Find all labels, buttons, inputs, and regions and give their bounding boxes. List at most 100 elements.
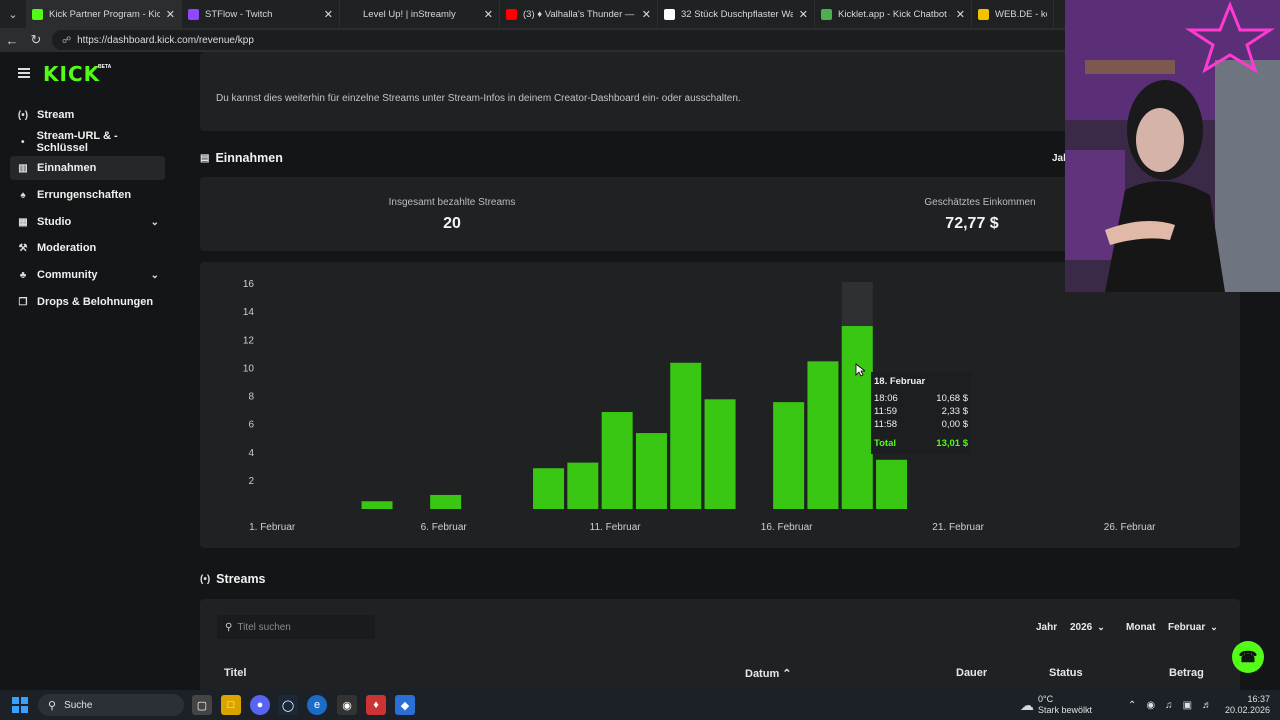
steam-icon[interactable]: ◯ [278, 695, 298, 715]
chart-tooltip: 18. Februar 18:06 10,68 $ 11:59 2,33 $ 1… [871, 372, 971, 454]
browser-tab[interactable]: 32 Stück Duschpflaster Wasserfest ✕ [658, 0, 815, 28]
browser-tab[interactable]: (3) ♦ Valhalla's Thunder — V ✕ [500, 0, 658, 28]
help-chat-button[interactable]: ☎ [1232, 641, 1264, 673]
app-pin-icon[interactable]: ♦ [366, 695, 386, 715]
sidebar-item-moderation[interactable]: ⚒ Moderation [10, 236, 165, 260]
key-icon: • [21, 136, 25, 148]
y-tick-label: 6 [248, 420, 254, 431]
y-tick-label: 2 [248, 476, 254, 487]
year-select[interactable]: 2026 ⌄ [1070, 622, 1105, 633]
x-tick-label: 1. Februar [249, 522, 296, 533]
site-info-icon[interactable]: ☍ [62, 34, 72, 45]
taskbar-search[interactable]: ⚲ Suche [38, 694, 184, 716]
tab-close-icon[interactable]: ✕ [641, 8, 651, 21]
browser-tab[interactable]: Level Up! | inStreamly ✕ [340, 0, 500, 28]
period-selector[interactable]: Jal [1052, 153, 1066, 164]
column-date[interactable]: Datum ⌃ [745, 668, 792, 680]
year-label: Jahr [1036, 622, 1058, 633]
headset-icon: ☎ [1238, 649, 1258, 666]
tab-close-icon[interactable]: ✕ [798, 8, 808, 21]
tab-close-icon[interactable]: ✕ [483, 8, 493, 21]
y-tick-label: 12 [243, 335, 255, 346]
tooltip-total-label: Total [874, 438, 896, 449]
kick-logo[interactable]: KICK [43, 62, 101, 86]
chart-bar[interactable] [807, 361, 839, 509]
app-diamond-icon[interactable]: ◆ [395, 695, 415, 715]
column-duration[interactable]: Dauer [956, 667, 988, 679]
chevron-down-icon[interactable]: ⌄ [150, 216, 159, 228]
sidebar-item-label: Moderation [37, 242, 97, 254]
chart-bar[interactable] [601, 411, 633, 509]
tooltip-time: 18:06 [874, 393, 898, 404]
chart-bar[interactable] [567, 462, 599, 509]
income-label: Geschätztes Einkommen [924, 197, 1036, 208]
sidebar-item-einnahmen[interactable]: ▥ Einnahmen [10, 156, 165, 180]
stats-panel: Insgesamt bezahlte Streams 20 Geschätzte… [200, 177, 1080, 251]
speaker-icon[interactable]: ♬ [1202, 699, 1213, 711]
column-title[interactable]: Titel [224, 667, 247, 679]
sidebar-item-studio[interactable]: ▦ Studio ⌄ [10, 210, 165, 234]
tab-close-icon[interactable]: ✕ [165, 8, 175, 21]
stream-search-input[interactable] [237, 621, 368, 633]
tooltip-amount: 2,33 $ [941, 406, 968, 417]
browser-tab[interactable]: STFlow - Twitch ✕ [182, 0, 340, 28]
chart-bar[interactable] [704, 399, 736, 509]
weather-widget[interactable]: ☁ 0°C Stark bewölkt [1020, 690, 1092, 720]
chart-bar[interactable] [670, 362, 702, 509]
sidebar-item-drops-belohnungen[interactable]: ❐ Drops & Belohnungen [10, 290, 165, 314]
chart-bar[interactable] [430, 494, 462, 509]
stream-search[interactable]: ⚲ [217, 615, 375, 639]
clock[interactable]: 16:37 20.02.2026 [1225, 690, 1270, 720]
chevron-down-icon: ⌄ [1210, 622, 1218, 632]
sidebar-item-label: Stream-URL & -Schlüssel [36, 130, 118, 154]
browser-tab[interactable]: WEB.DE - kostenlo [972, 0, 1054, 28]
chart-bar[interactable] [533, 468, 565, 509]
chart-bar[interactable] [361, 501, 393, 509]
task-view-icon[interactable]: ▢ [192, 695, 212, 715]
people-icon: ♣ [19, 269, 27, 281]
tab-close-icon[interactable]: ✕ [955, 8, 965, 21]
gift-icon: ❐ [18, 296, 28, 308]
y-tick-label: 4 [248, 448, 254, 459]
chart-panel: 2 4 6 8 10 12 14 16 1. Februar 6. Februar 11. Febr… [200, 262, 1240, 548]
month-select[interactable]: Februar ⌄ [1168, 622, 1218, 633]
chart-bar[interactable] [773, 402, 805, 509]
sidebar-item-stream[interactable]: (•) Stream [10, 103, 165, 127]
tab-list-chevron-icon[interactable]: ⌄ [8, 8, 18, 21]
sidebar-item-label: Drops & Belohnungen [37, 296, 154, 308]
windows-start-icon[interactable] [12, 697, 28, 713]
tray-chevron-up-icon[interactable]: ⌃ [1128, 699, 1137, 711]
income-value: 72,77 $ [945, 215, 999, 232]
reload-icon[interactable]: ↻ [30, 32, 42, 47]
url-field[interactable]: ☍ https://dashboard.kick.com/revenue/kpp [52, 30, 1072, 50]
browser-tab[interactable]: Kicklet.app - Kick Chatbot and Ov ✕ [815, 0, 972, 28]
sidebar-item-community[interactable]: ♣ Community ⌄ [10, 263, 165, 287]
edge-browser-icon[interactable]: e [307, 695, 327, 715]
tooltip-row: 11:58 0,00 $ [874, 419, 968, 431]
column-status[interactable]: Status [1049, 667, 1083, 679]
discord-icon[interactable]: ● [250, 695, 270, 715]
sidebar-item-errungenschaften[interactable]: ♠ Errungenschaften [10, 183, 165, 207]
chart-icon: ▤ [200, 152, 210, 164]
sidebar-item-stream-url-schl-ssel[interactable]: • Stream-URL & -Schlüssel [10, 130, 165, 154]
tray-app-icon[interactable]: ◉ [1146, 699, 1156, 711]
obs-icon[interactable]: ◉ [337, 695, 357, 715]
chart-bar[interactable] [876, 459, 908, 509]
microphone-icon[interactable]: ♫ [1165, 699, 1173, 711]
browser-tab[interactable]: Kick Partner Program - Kick Dashb ✕ [26, 0, 182, 28]
hamburger-menu-icon[interactable] [18, 68, 30, 78]
display-icon[interactable]: ▣ [1182, 699, 1193, 711]
tray-icons: ⌃ ◉ ♫ ▣ ♬ [1128, 690, 1222, 720]
file-explorer-icon[interactable]: □ [221, 695, 241, 715]
tooltip-date: 18. Februar [874, 376, 926, 387]
y-tick-label: 14 [243, 307, 255, 318]
chart-bar[interactable] [841, 326, 873, 509]
studio-icon: ▦ [18, 216, 28, 228]
chevron-down-icon[interactable]: ⌄ [150, 269, 159, 281]
tab-close-icon[interactable]: ✕ [323, 8, 333, 21]
tooltip-amount: 10,68 $ [936, 393, 968, 404]
tab-favicon-icon [506, 8, 517, 20]
column-amount[interactable]: Betrag [1169, 667, 1204, 679]
chart-bar[interactable] [635, 433, 667, 509]
back-arrow-icon[interactable]: ← [5, 32, 19, 48]
